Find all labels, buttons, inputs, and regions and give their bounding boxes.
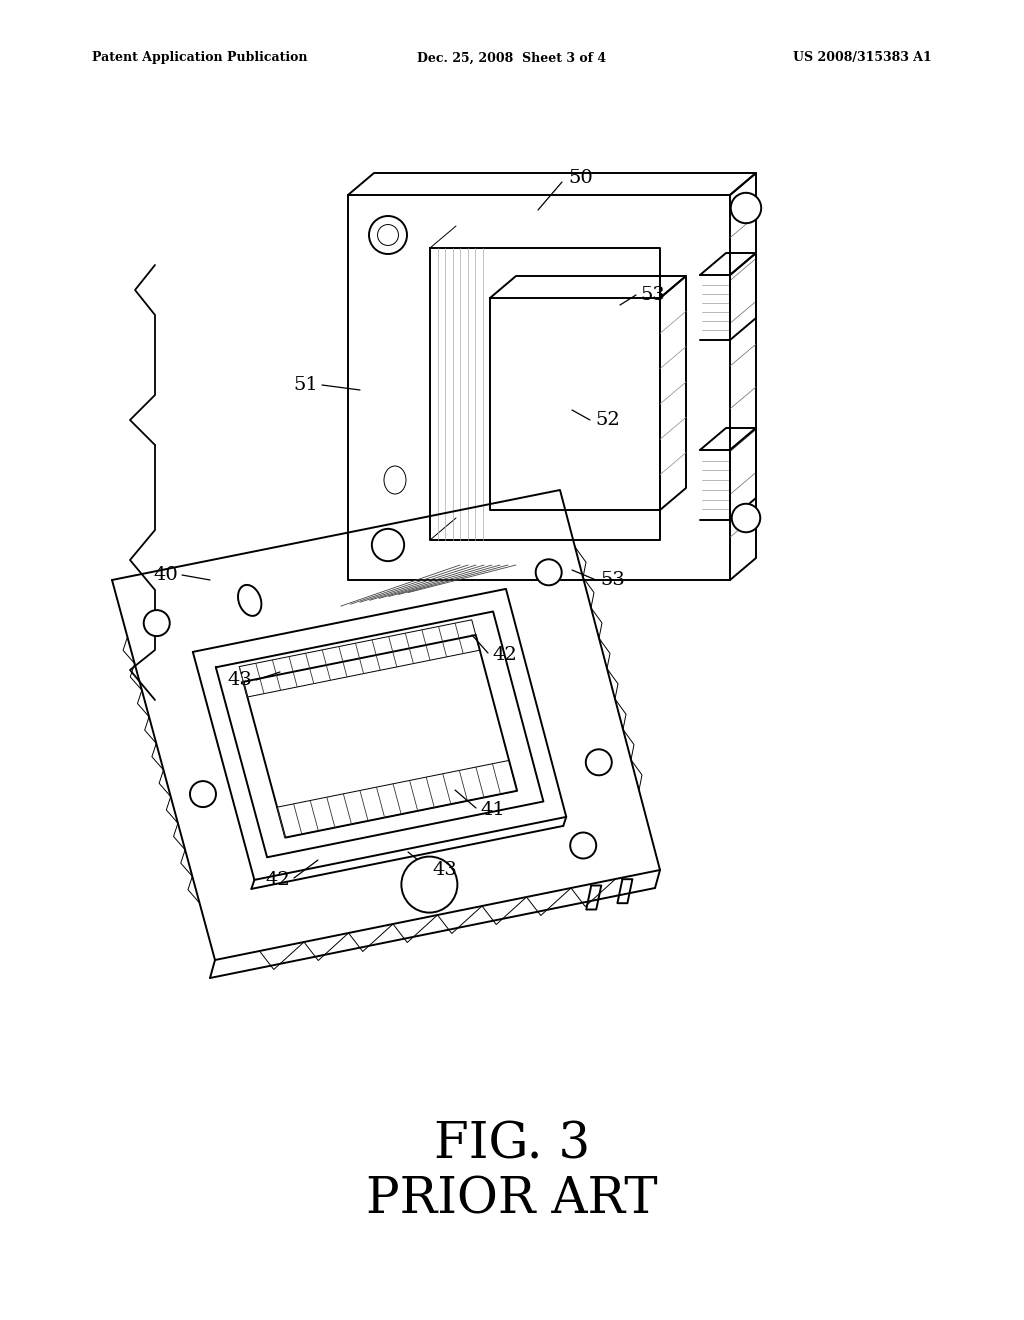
- Text: 42: 42: [492, 645, 517, 664]
- Ellipse shape: [384, 466, 406, 494]
- Text: FIG. 3: FIG. 3: [434, 1121, 590, 1170]
- Circle shape: [732, 504, 760, 532]
- Text: 40: 40: [154, 566, 178, 583]
- Circle shape: [369, 216, 407, 253]
- Circle shape: [143, 610, 170, 636]
- Text: 52: 52: [595, 411, 620, 429]
- Ellipse shape: [238, 585, 261, 616]
- Text: 41: 41: [480, 801, 505, 818]
- Text: Dec. 25, 2008  Sheet 3 of 4: Dec. 25, 2008 Sheet 3 of 4: [418, 51, 606, 65]
- Circle shape: [570, 833, 596, 858]
- Circle shape: [372, 529, 404, 561]
- Circle shape: [190, 781, 216, 807]
- Text: 53: 53: [600, 572, 625, 589]
- Text: PRIOR ART: PRIOR ART: [367, 1175, 657, 1225]
- Text: 42: 42: [265, 871, 290, 888]
- Circle shape: [586, 750, 611, 775]
- Text: 43: 43: [227, 671, 252, 689]
- Text: Patent Application Publication: Patent Application Publication: [92, 51, 307, 65]
- Text: 53: 53: [640, 286, 665, 304]
- Circle shape: [731, 193, 761, 223]
- Text: 51: 51: [293, 376, 318, 393]
- Text: 43: 43: [432, 861, 457, 879]
- Text: 50: 50: [568, 169, 593, 187]
- Text: US 2008/315383 A1: US 2008/315383 A1: [794, 51, 932, 65]
- Circle shape: [401, 857, 458, 912]
- Circle shape: [536, 560, 562, 585]
